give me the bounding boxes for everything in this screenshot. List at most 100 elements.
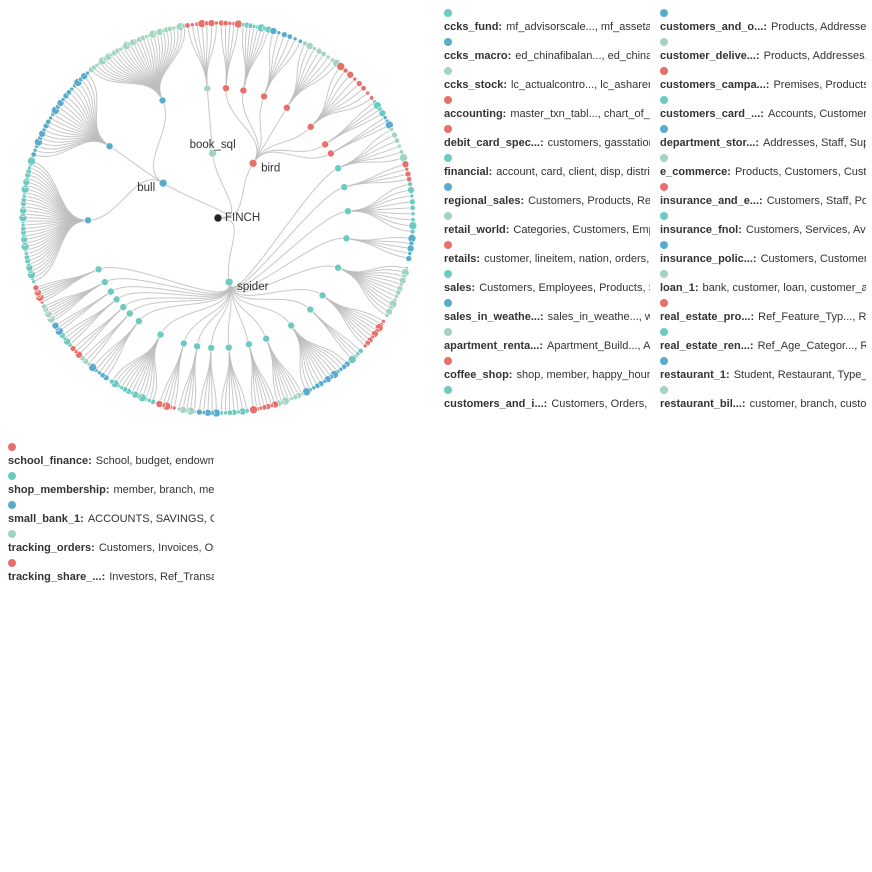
- leaf-node[interactable]: [311, 385, 317, 391]
- leaf-node[interactable]: [227, 21, 233, 26]
- leaf-node[interactable]: [69, 86, 75, 92]
- leaf-node[interactable]: [346, 70, 355, 79]
- group-node[interactable]: [203, 84, 212, 93]
- leaf-node[interactable]: [409, 204, 416, 211]
- leaf-node[interactable]: [405, 255, 413, 262]
- leaf-node[interactable]: [226, 409, 233, 416]
- leaf-node[interactable]: [404, 170, 412, 178]
- leaf-node[interactable]: [407, 251, 413, 256]
- group-node[interactable]: [283, 103, 291, 112]
- leaf-node[interactable]: [32, 284, 40, 292]
- leaf-node[interactable]: [362, 343, 368, 349]
- leaf-node[interactable]: [281, 31, 288, 38]
- group-node[interactable]: [222, 84, 230, 93]
- leaf-node[interactable]: [409, 198, 416, 206]
- group-node[interactable]: [306, 123, 315, 131]
- leaf-node[interactable]: [108, 378, 115, 385]
- leaf-node[interactable]: [196, 408, 203, 416]
- leaf-node[interactable]: [32, 147, 38, 153]
- leaf-node[interactable]: [407, 186, 415, 194]
- leaf-node[interactable]: [176, 406, 182, 412]
- group-node[interactable]: [105, 142, 114, 151]
- group-node[interactable]: [107, 287, 115, 296]
- leaf-node[interactable]: [207, 19, 216, 27]
- group-node[interactable]: [94, 265, 103, 274]
- leaf-node[interactable]: [41, 303, 48, 310]
- leaf-node[interactable]: [385, 120, 394, 130]
- leaf-node[interactable]: [406, 176, 413, 183]
- leaf-node[interactable]: [404, 166, 410, 172]
- leaf-node[interactable]: [382, 115, 388, 120]
- leaf-node[interactable]: [355, 351, 361, 357]
- leaf-node[interactable]: [409, 228, 416, 235]
- group-node[interactable]: [224, 343, 233, 352]
- leaf-node[interactable]: [347, 355, 357, 364]
- leaf-node[interactable]: [407, 181, 413, 187]
- leaf-node[interactable]: [305, 42, 314, 50]
- group-node[interactable]: [344, 207, 352, 215]
- leaf-node[interactable]: [286, 33, 293, 40]
- branch-node[interactable]: [224, 277, 234, 287]
- leaf-node[interactable]: [65, 89, 72, 96]
- leaf-node[interactable]: [397, 143, 402, 149]
- leaf-node[interactable]: [391, 131, 398, 139]
- group-node[interactable]: [342, 234, 351, 243]
- leaf-node[interactable]: [297, 38, 303, 44]
- branch-node[interactable]: [248, 158, 258, 168]
- group-node[interactable]: [287, 321, 295, 330]
- group-node[interactable]: [158, 96, 167, 105]
- group-node[interactable]: [135, 317, 143, 325]
- root-node[interactable]: [213, 213, 223, 223]
- leaf-node[interactable]: [378, 109, 387, 118]
- leaf-node[interactable]: [342, 67, 349, 74]
- group-node[interactable]: [112, 295, 121, 304]
- group-node[interactable]: [193, 342, 201, 351]
- leaf-node[interactable]: [394, 294, 399, 299]
- leaf-node[interactable]: [223, 410, 228, 416]
- leaf-node[interactable]: [45, 118, 52, 125]
- group-node[interactable]: [119, 303, 128, 311]
- leaf-node[interactable]: [401, 160, 410, 169]
- leaf-node[interactable]: [51, 321, 60, 330]
- leaf-node[interactable]: [393, 137, 400, 144]
- leaf-node[interactable]: [408, 221, 418, 230]
- leaf-node[interactable]: [249, 405, 258, 415]
- group-node[interactable]: [334, 164, 342, 173]
- leaf-node[interactable]: [355, 80, 363, 87]
- leaf-node[interactable]: [369, 95, 375, 101]
- group-node[interactable]: [321, 140, 329, 149]
- leaf-node[interactable]: [189, 22, 195, 28]
- leaf-node[interactable]: [99, 372, 106, 379]
- group-node[interactable]: [306, 305, 315, 314]
- group-node[interactable]: [334, 263, 342, 272]
- leaf-node[interactable]: [360, 85, 367, 92]
- leaf-node[interactable]: [315, 47, 323, 55]
- leaf-node[interactable]: [30, 151, 37, 158]
- group-node[interactable]: [327, 149, 335, 158]
- group-node[interactable]: [245, 340, 253, 349]
- leaf-node[interactable]: [325, 54, 331, 60]
- leaf-node[interactable]: [406, 244, 415, 253]
- group-node[interactable]: [207, 344, 215, 352]
- branch-node[interactable]: [208, 148, 217, 158]
- leaf-node[interactable]: [234, 19, 243, 29]
- leaf-node[interactable]: [222, 20, 229, 27]
- group-node[interactable]: [125, 309, 134, 318]
- group-node[interactable]: [260, 92, 268, 101]
- leaf-node[interactable]: [213, 20, 219, 26]
- leaf-node[interactable]: [69, 345, 77, 352]
- leaf-node[interactable]: [85, 70, 90, 76]
- group-node[interactable]: [101, 278, 109, 286]
- group-node[interactable]: [180, 339, 188, 348]
- leaf-node[interactable]: [338, 367, 344, 372]
- leaf-node[interactable]: [320, 51, 327, 58]
- leaf-node[interactable]: [302, 387, 311, 397]
- leaf-node[interactable]: [410, 217, 416, 223]
- leaf-node[interactable]: [409, 193, 415, 199]
- leaf-node[interactable]: [27, 156, 36, 166]
- leaf-node[interactable]: [48, 115, 53, 121]
- leaf-node[interactable]: [312, 46, 317, 51]
- group-node[interactable]: [84, 216, 92, 225]
- leaf-node[interactable]: [292, 36, 298, 42]
- group-node[interactable]: [318, 291, 327, 300]
